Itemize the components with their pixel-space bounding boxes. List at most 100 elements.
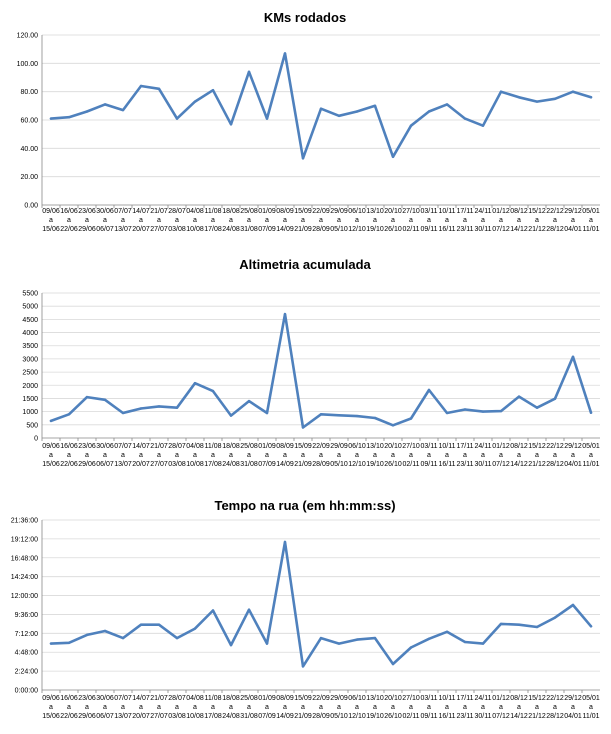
x-tick-label: 06/07 [96,226,114,233]
x-tick-label: 18/08 [222,443,240,450]
data-point [445,630,449,633]
x-tick-label: 21/12 [528,713,546,720]
x-tick-label: 07/12 [492,461,510,468]
y-tick-label: 1500 [22,396,38,403]
x-tick-label: 09/06 [42,208,60,215]
x-tick-label: 07/09 [258,226,276,233]
x-tick-label: 30/06 [96,208,114,215]
y-tick-label: 80.00 [20,89,38,96]
data-point [517,395,521,398]
x-tick-label: 29/12 [564,695,582,702]
x-tick-label: 14/09 [276,713,294,720]
data-point [265,642,269,645]
x-tick-label: a [499,452,503,459]
x-tick-label: 09/11 [421,226,438,233]
x-tick-label: a [211,217,215,224]
x-tick-label: 09/11 [421,713,438,720]
x-tick-label: a [571,452,575,459]
x-tick-label: 15/12 [528,443,546,450]
x-tick-label: 20/07 [132,461,150,468]
data-point [319,107,323,110]
x-tick-label: 03/08 [168,226,186,233]
x-tick-label: a [193,704,197,711]
data-point [139,407,143,410]
data-point [337,414,341,417]
x-tick-label: 29/06 [78,461,96,468]
x-tick-label: 23/06 [78,695,96,702]
x-tick-label: 23/11 [457,461,474,468]
x-tick-label: a [445,217,449,224]
data-point [499,409,503,413]
data-point [175,117,179,120]
x-tick-label: 25/08 [240,695,258,702]
x-tick-label: 08/09 [276,443,294,450]
y-tick-label: 500 [26,422,38,429]
y-tick-label: 2500 [22,370,38,377]
x-tick-label: a [553,452,557,459]
x-tick-label: 08/12 [510,208,528,215]
x-tick-label: 27/10 [402,695,420,702]
x-tick-label: a [517,452,521,459]
x-tick-label: a [229,452,233,459]
y-tick-label: 0 [34,436,38,443]
x-tick-label: 28/12 [546,713,564,720]
x-tick-label: 11/01 [583,461,600,468]
x-tick-label: 05/10 [330,461,348,468]
data-point [427,110,431,113]
x-tick-label: a [535,452,539,459]
x-tick-label: a [463,704,467,711]
data-point [391,424,395,427]
y-tick-label: 120.00 [17,33,39,40]
x-tick-label: a [589,704,593,711]
data-point [373,636,377,640]
x-tick-label: 03/11 [421,443,438,450]
x-tick-label: 03/11 [421,695,438,702]
x-tick-label: 01/12 [492,695,510,702]
x-tick-label: a [139,452,143,459]
x-tick-label: a [193,452,197,459]
data-point [499,90,503,93]
x-tick-label: 17/08 [204,226,222,233]
x-tick-label: 15/06 [42,226,60,233]
x-tick-label: 31/08 [240,713,258,720]
y-tick-label: 12:00:00 [11,593,38,600]
x-tick-label: a [499,704,503,711]
x-tick-label: 16/11 [439,226,456,233]
x-tick-label: a [121,452,125,459]
x-tick-label: 01/09 [258,443,276,450]
y-tick-label: 0:00:00 [15,688,38,695]
x-tick-label: 29/12 [564,443,582,450]
y-tick-label: 2000 [22,383,38,390]
y-tick-label: 20.00 [20,174,38,181]
data-point [121,636,125,640]
data-point [535,406,539,409]
x-tick-label: a [175,452,179,459]
data-point [301,426,305,429]
x-tick-label: 28/12 [546,461,564,468]
data-point [535,100,539,103]
x-tick-label: 29/09 [330,443,348,450]
x-tick-label: 05/01 [582,695,600,702]
data-point [67,641,71,644]
data-point [67,116,71,119]
y-tick-label: 1000 [22,409,38,416]
x-tick-label: a [553,704,557,711]
x-tick-label: 24/11 [475,695,492,702]
x-tick-label: 13/07 [114,713,132,720]
x-tick-label: a [319,704,323,711]
data-point [103,103,107,106]
x-tick-label: a [103,452,107,459]
data-point [517,96,521,99]
x-tick-label: a [49,452,53,459]
x-tick-label: 21/09 [294,226,312,233]
data-point [265,411,269,415]
data-point [103,629,107,633]
x-tick-label: a [157,217,161,224]
x-tick-label: a [301,452,305,459]
x-tick-label: 09/06 [42,443,60,450]
x-tick-label: 22/06 [60,226,78,233]
x-tick-label: 04/01 [564,226,582,233]
x-tick-label: 14/09 [276,461,294,468]
x-tick-label: a [427,704,431,711]
x-tick-label: 24/11 [475,443,492,450]
